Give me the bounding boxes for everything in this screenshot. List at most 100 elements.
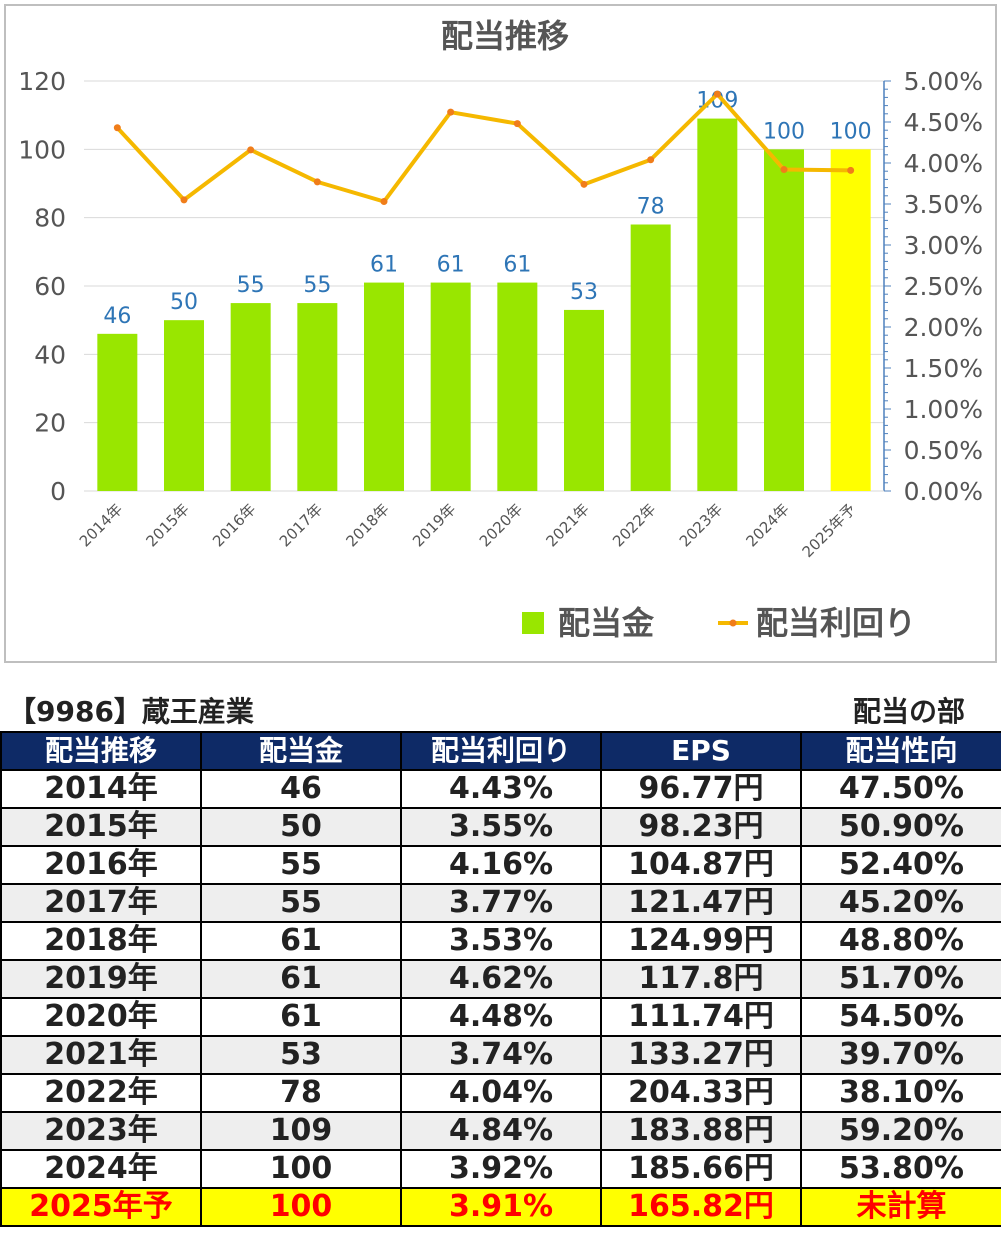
table-cell: 3.53% — [400, 921, 602, 961]
table-cell: 109 — [200, 1111, 402, 1151]
bar-data-label: 46 — [103, 304, 131, 329]
table-cell: 4.62% — [400, 959, 602, 999]
table-cell: 未計算 — [800, 1187, 1001, 1227]
table-cell: 100 — [200, 1149, 402, 1189]
dividend-chart: 配当推移 0 20 40 60 80 100 120 0.00% 0.50% 1.00% 1.50% 2… — [18, 17, 983, 642]
bar-data-label: 61 — [437, 253, 465, 278]
table-cell: 55 — [200, 883, 402, 923]
y-tick-label: 20 — [34, 409, 66, 438]
table-cell: 121.47円 — [600, 883, 802, 923]
bar — [297, 303, 338, 491]
table-cell: 111.74円 — [600, 997, 802, 1037]
bar — [364, 282, 404, 491]
y2-tick-label: 0.00% — [904, 477, 983, 506]
table-cell: 124.99円 — [600, 921, 802, 961]
table-cell: 59.20% — [800, 1111, 1001, 1151]
x-tick-label: 2019年 — [409, 500, 459, 550]
table-cell: 96.77円 — [600, 769, 802, 809]
table-row: 2022年 78 4.04% 204.33円 38.10% — [0, 1073, 1001, 1113]
table-cell: 50.90% — [800, 807, 1001, 847]
table-cell: 53 — [200, 1035, 402, 1075]
table-cell: 54.50% — [800, 997, 1001, 1037]
bar — [630, 224, 671, 491]
x-tick-label: 2015年 — [142, 500, 192, 550]
company-title: 【9986】蔵王産業 — [8, 695, 254, 728]
table-cell: 3.77% — [400, 883, 602, 923]
yield-point — [247, 146, 255, 154]
bar — [164, 320, 204, 491]
bar — [97, 333, 138, 491]
table-cell: 185.66円 — [600, 1149, 802, 1189]
table-cell: 3.74% — [400, 1035, 602, 1075]
yield-point — [113, 124, 121, 132]
table-cell: 133.27円 — [600, 1035, 802, 1075]
bar-data-label: 100 — [763, 119, 805, 144]
y2-tick-label: 3.00% — [904, 231, 983, 260]
header-cell: 配当性向 — [800, 731, 1001, 771]
table-row: 2020年 61 4.48% 111.74円 54.50% — [0, 997, 1001, 1037]
header-cell: 配当推移 — [0, 731, 202, 771]
bar-data-label: 61 — [503, 253, 531, 278]
table-cell: 2016年 — [0, 845, 202, 885]
y-tick-label: 40 — [34, 340, 66, 369]
table-cell: 4.04% — [400, 1073, 602, 1113]
bar — [764, 149, 804, 492]
table-row: 2015年 50 3.55% 98.23円 50.90% — [0, 807, 1001, 847]
table-row: 2021年 53 3.74% 133.27円 39.70% — [0, 1035, 1001, 1075]
bar — [830, 149, 871, 492]
yield-point — [380, 198, 388, 206]
table-cell: 46 — [200, 769, 402, 809]
y-tick-label: 60 — [34, 272, 66, 301]
y2-tick-label: 1.50% — [904, 354, 983, 383]
bar — [697, 118, 738, 491]
bar-data-label: 50 — [170, 290, 198, 315]
table-cell: 53.80% — [800, 1149, 1001, 1189]
yield-point — [847, 166, 855, 174]
yield-point — [447, 108, 455, 116]
table-cell: 2022年 — [0, 1073, 202, 1113]
section-title: 配当の部 — [852, 695, 965, 728]
table-row: 2019年 61 4.62% 117.8円 51.70% — [0, 959, 1001, 999]
table-cell: 55 — [200, 845, 402, 885]
table-cell: 51.70% — [800, 959, 1001, 999]
table-cell: 39.70% — [800, 1035, 1001, 1075]
table-row: 2016年 55 4.16% 104.87円 52.40% — [0, 845, 1001, 885]
bar-data-label: 100 — [830, 119, 872, 144]
table-cell: 4.48% — [400, 997, 602, 1037]
table-cell: 3.92% — [400, 1149, 602, 1189]
table-cell: 2024年 — [0, 1149, 202, 1189]
dividend-table: 配当推移 配当金 配当利回り EPS 配当性向 2014年 46 4.43% 96.7… — [0, 731, 1001, 1227]
table-row: 2023年 109 4.84% 183.88円 59.20% — [0, 1111, 1001, 1151]
table-cell: 50 — [200, 807, 402, 847]
table-cell: 4.84% — [400, 1111, 602, 1151]
table-cell: 4.16% — [400, 845, 602, 885]
table-cell: 183.88円 — [600, 1111, 802, 1151]
yield-line — [115, 92, 851, 204]
table-cell: 2020年 — [0, 997, 202, 1037]
table-row: 2024年 100 3.92% 185.66円 53.80% — [0, 1149, 1001, 1189]
table-cell: 2018年 — [0, 921, 202, 961]
yield-point — [513, 120, 521, 128]
table-cell: 3.91% — [400, 1187, 602, 1227]
table-cell: 117.8円 — [600, 959, 802, 999]
table-cell: 2014年 — [0, 769, 202, 809]
table-cell: 61 — [200, 997, 402, 1037]
table-cell: 45.20% — [800, 883, 1001, 923]
yield-point — [580, 180, 588, 188]
legend-swatch-bar — [522, 612, 544, 634]
table-header-row: 配当推移 配当金 配当利回り EPS 配当性向 — [0, 731, 1001, 771]
bar-data-label: 55 — [303, 273, 331, 298]
chart-title: 配当推移 — [441, 17, 569, 55]
x-tick-label: 2017年 — [276, 500, 326, 550]
y-tick-label: 120 — [18, 67, 66, 96]
table-cell: 78 — [200, 1073, 402, 1113]
table-cell: 104.87円 — [600, 845, 802, 885]
header-cell: EPS — [600, 731, 802, 771]
y2-tick-label: 0.50% — [904, 436, 983, 465]
bar — [497, 282, 538, 491]
x-tick-label: 2021年 — [542, 500, 592, 550]
table-cell: 2021年 — [0, 1035, 202, 1075]
x-tick-label: 2014年 — [76, 500, 126, 550]
yield-point — [780, 166, 788, 174]
y-tick-label: 0 — [50, 477, 66, 506]
